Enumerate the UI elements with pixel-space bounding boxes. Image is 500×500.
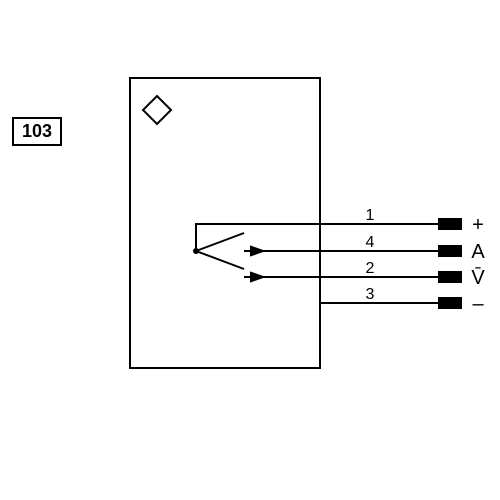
terminal-label-2: V̄ [471, 266, 485, 289]
terminal-block-2 [438, 271, 462, 283]
switch-contact-lower [196, 251, 244, 269]
terminal-label-4: A [471, 241, 485, 263]
terminal-label-3: – [472, 293, 484, 315]
internal-link-wire1 [196, 224, 320, 251]
switch-contact-upper [196, 233, 244, 251]
diagram-id-badge: 103 [12, 117, 62, 146]
wire-label-2: 2 [366, 260, 375, 277]
sensor-symbol-icon [143, 96, 171, 124]
terminal-block-1 [438, 218, 462, 230]
terminal-block-3 [438, 297, 462, 309]
terminal-block-4 [438, 245, 462, 257]
wire-label-4: 4 [366, 234, 375, 251]
switch-pivot-node [193, 248, 199, 254]
wire-label-1: 1 [366, 207, 375, 224]
wiring-diagram: 1 +4 A 2 V̄ 3 – [0, 0, 500, 500]
switch-arrow-icon-2 [250, 271, 266, 282]
terminal-label-1: + [472, 214, 484, 236]
wire-label-3: 3 [366, 286, 375, 303]
switch-arrow-icon-4 [250, 245, 266, 256]
